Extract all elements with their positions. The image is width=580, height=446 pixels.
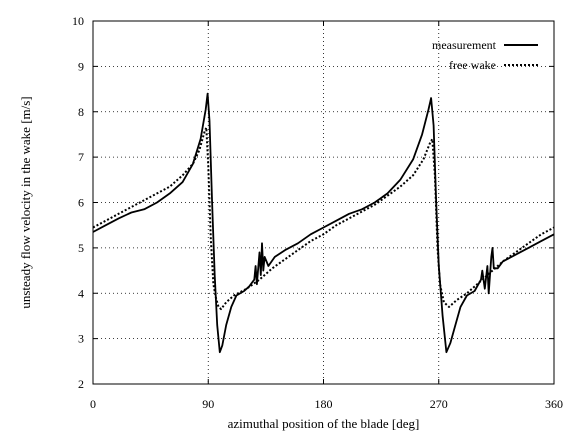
y-tick-label: 3 — [78, 332, 84, 346]
legend-label-free-wake: free wake — [449, 58, 496, 72]
y-tick-label: 9 — [78, 59, 84, 73]
y-axis-label: unsteady flow velocity in the wake [m/s] — [18, 96, 33, 308]
series-lines — [92, 92, 555, 354]
x-tick-label: 90 — [202, 397, 214, 411]
y-tick-label: 5 — [78, 241, 84, 255]
y-tick-label: 6 — [78, 196, 84, 210]
y-tick-label: 10 — [72, 14, 84, 28]
y-tick-label: 8 — [78, 105, 84, 119]
x-tick-label: 360 — [545, 397, 563, 411]
legend: measurement free wake — [432, 38, 538, 72]
x-tick-label: 270 — [430, 397, 448, 411]
series-line-measurement — [92, 92, 555, 354]
legend-label-measurement: measurement — [432, 38, 497, 52]
x-axis-label: azimuthal position of the blade [deg] — [228, 416, 420, 431]
series-line-free-wake — [92, 126, 555, 311]
y-tick-label: 7 — [78, 150, 84, 164]
y-tick-label: 4 — [78, 286, 84, 300]
axis-ticks: 0 90 180 270 360 2 3 4 5 6 7 8 9 10 — [72, 14, 563, 411]
x-tick-label: 0 — [90, 397, 96, 411]
x-tick-label: 180 — [315, 397, 333, 411]
grid-lines — [93, 21, 554, 384]
y-tick-label: 2 — [78, 377, 84, 391]
